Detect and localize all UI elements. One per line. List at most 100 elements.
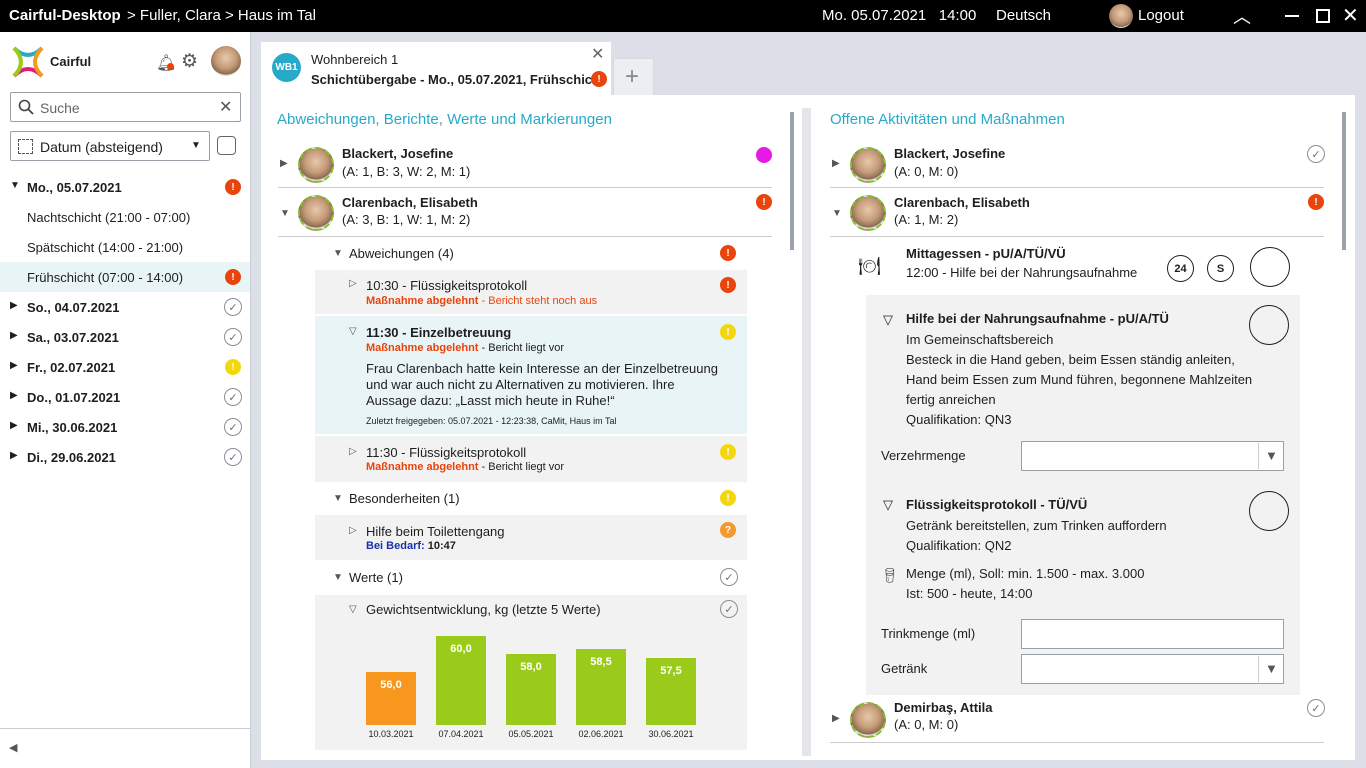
resident-row[interactable]: ▶ Demirbaş, Attila (A: 0, M: 0) ✓ xyxy=(830,695,1325,743)
notification-dot xyxy=(167,63,174,70)
collapse-sidebar-icon[interactable]: ◀ xyxy=(9,742,18,754)
deviation-item-expanded[interactable]: ▽ 11:30 - Einzelbetreuung Maßnahme abgel… xyxy=(315,316,747,434)
chart-title: Gewichtsentwicklung, kg (letzte 5 Werte) xyxy=(366,602,601,617)
day-item[interactable]: ▶ Mi., 30.06.2021 ✓ xyxy=(0,412,250,442)
sort-select[interactable]: Datum (absteigend) ▼ xyxy=(10,131,210,161)
marker-icon xyxy=(756,147,772,163)
measure-line: Hand beim Essen zum Mund führen, begonne… xyxy=(906,372,1253,387)
user-avatar[interactable] xyxy=(1109,4,1133,28)
close-window-icon[interactable]: ✕ xyxy=(1342,5,1359,27)
day-label: So., 04.07.2021 xyxy=(27,300,120,315)
shift-item-selected[interactable]: Frühschicht (07:00 - 14:00) ! xyxy=(0,262,250,292)
chart-bar: 60,0 xyxy=(436,636,486,725)
section-title: Abweichungen (4) xyxy=(349,246,454,261)
complete-measure-toggle[interactable] xyxy=(1249,305,1289,345)
chart-bar: 57,5 xyxy=(646,658,696,725)
alert-icon: ! xyxy=(591,71,607,87)
alert-icon: ! xyxy=(756,194,772,210)
divider xyxy=(0,728,250,729)
resident-name: Clarenbach, Elisabeth xyxy=(894,195,1030,210)
consumption-select[interactable]: ▼ xyxy=(1021,441,1284,471)
measure-line: Besteck in die Hand geben, beim Essen st… xyxy=(906,352,1235,367)
day-item[interactable]: ▼ Mo., 05.07.2021 ! xyxy=(0,172,250,202)
measure-line: Menge (ml), Soll: min. 1.500 - max. 3.00… xyxy=(906,566,1145,581)
tab-shift-handover[interactable]: WB1 Wohnbereich 1 Schichtübergabe - Mo.,… xyxy=(261,42,611,96)
special-item[interactable]: ▷ Hilfe beim Toilettengang Bei Bedarf: 1… xyxy=(315,515,747,560)
drink-select[interactable]: ▼ xyxy=(1021,654,1284,684)
complete-activity-toggle[interactable] xyxy=(1250,247,1290,287)
scrollbar-thumb[interactable] xyxy=(790,112,794,250)
shift-label: Frühschicht (07:00 - 14:00) xyxy=(27,270,184,285)
check-icon: ✓ xyxy=(720,568,738,586)
chevron-up-icon[interactable]: ︿ xyxy=(1233,7,1251,27)
activity-title: Mittagessen - pU/A/TÜ/VÜ xyxy=(906,246,1066,261)
item-title: 11:30 - Einzelbetreuung xyxy=(366,325,512,340)
filter-toggle-icon[interactable] xyxy=(217,136,236,155)
warning-icon: ! xyxy=(720,444,736,460)
activity-row[interactable]: 🍽︎ Mittagessen - pU/A/TÜ/VÜ 12:00 - Hilf… xyxy=(830,238,1324,294)
repeat-24h-icon[interactable]: 24 xyxy=(1167,255,1194,282)
item-status: Maßnahme abgelehnt - Bericht liegt vor xyxy=(366,342,565,354)
resident-avatar xyxy=(298,195,334,231)
tab-subtitle: Schichtübergabe - Mo., 05.07.2021, Frühs… xyxy=(311,72,605,87)
day-item[interactable]: ▶ Sa., 03.07.2021 ✓ xyxy=(0,322,250,352)
user-avatar-sidebar[interactable] xyxy=(211,46,241,76)
meal-icon: 🍽︎ xyxy=(858,256,881,276)
resident-row[interactable]: ▶ Blackert, Josefine (A: 0, M: 0) ✓ xyxy=(830,140,1325,188)
language-select[interactable]: Deutsch xyxy=(996,7,1052,24)
warning-icon: ! xyxy=(225,359,241,375)
date-time: Mo. 05.07.2021 14:00 xyxy=(822,7,977,24)
shift-item[interactable]: Nachtschicht (21:00 - 07:00) xyxy=(27,210,191,225)
close-tab-icon[interactable]: ✕ xyxy=(591,46,605,63)
title-bar: Cairful-Desktop > Fuller, Clara > Haus i… xyxy=(0,0,1366,32)
brand-name: Cairful xyxy=(50,54,92,69)
bell-icon[interactable]: 🔔︎ xyxy=(156,55,177,72)
day-item[interactable]: ▶ Do., 01.07.2021 ✓ xyxy=(0,382,250,412)
chevron-down-icon: ▼ xyxy=(191,140,201,151)
item-title: 10:30 - Flüssigkeitsprotokoll xyxy=(366,278,528,293)
expanded-icon[interactable]: ▽ xyxy=(883,497,893,512)
day-item[interactable]: ▶ Fr., 02.07.2021 ! xyxy=(0,352,250,382)
clear-search-icon[interactable]: ✕ xyxy=(219,99,233,116)
expanded-icon[interactable]: ▼ xyxy=(333,493,343,504)
deviation-item[interactable]: ▷ 10:30 - Flüssigkeitsprotokoll Maßnahme… xyxy=(315,270,747,314)
add-tab-button[interactable]: + xyxy=(613,58,654,96)
shift-item[interactable]: Spätschicht (14:00 - 21:00) xyxy=(27,240,184,255)
expanded-icon[interactable]: ▼ xyxy=(333,572,343,583)
scrollbar-thumb[interactable] xyxy=(1342,112,1346,250)
item-status: Maßnahme abgelehnt - Bericht steht noch … xyxy=(366,295,598,307)
measure-title: Hilfe bei der Nahrungsaufnahme - pU/A/TÜ xyxy=(906,311,1169,326)
collapsed-icon: ▶ xyxy=(10,330,18,341)
gear-icon[interactable]: ⚙ xyxy=(181,51,199,72)
maximize-icon[interactable] xyxy=(1316,9,1330,23)
chart-tick-label: 10.03.2021 xyxy=(368,729,414,739)
minimize-icon[interactable] xyxy=(1285,15,1299,17)
drink-amount-input[interactable] xyxy=(1021,619,1284,649)
logout-button[interactable]: Logout xyxy=(1138,7,1184,24)
collapsed-icon: ▷ xyxy=(349,278,357,289)
measure-line: Qualifikation: QN3 xyxy=(906,412,1012,427)
weight-chart-block[interactable]: ▽ Gewichtsentwicklung, kg (letzte 5 Wert… xyxy=(315,595,747,750)
day-item[interactable]: ▶ So., 04.07.2021 ✓ xyxy=(0,292,250,322)
weight-chart: 56,0 10.03.2021 60,0 07.04.2021 58,0 05.05.20… xyxy=(315,595,747,750)
resident-row[interactable]: ▼ Clarenbach, Elisabeth (A: 1, M: 2) ! xyxy=(830,188,1324,237)
complete-measure-toggle[interactable] xyxy=(1249,491,1289,531)
question-icon: ? xyxy=(720,522,736,538)
resident-row[interactable]: ▶ Blackert, Josefine (A: 1, B: 3, W: 2, … xyxy=(278,140,772,188)
check-icon: ✓ xyxy=(1307,145,1325,163)
date-select-icon xyxy=(18,139,33,154)
activity-subtitle: 12:00 - Hilfe bei der Nahrungsaufnahme xyxy=(906,265,1138,280)
search-input[interactable]: Suche ✕ xyxy=(10,92,241,122)
resident-name: Blackert, Josefine xyxy=(342,146,454,161)
cairful-logo-icon xyxy=(12,46,44,78)
expanded-icon[interactable]: ▽ xyxy=(883,312,893,327)
resident-avatar xyxy=(850,147,886,183)
search-icon xyxy=(18,99,34,115)
skip-icon[interactable]: S xyxy=(1207,255,1234,282)
section-title: Besonderheiten (1) xyxy=(349,491,460,506)
resident-counts: (A: 0, M: 0) xyxy=(894,717,959,732)
day-item[interactable]: ▶ Di., 29.06.2021 ✓ xyxy=(0,442,250,472)
collapsed-icon: ▶ xyxy=(832,713,840,724)
resident-row[interactable]: ▼ Clarenbach, Elisabeth (A: 3, B: 1, W: … xyxy=(278,188,772,237)
deviation-item[interactable]: ▷ 11:30 - Flüssigkeitsprotokoll Maßnahme… xyxy=(315,436,747,482)
